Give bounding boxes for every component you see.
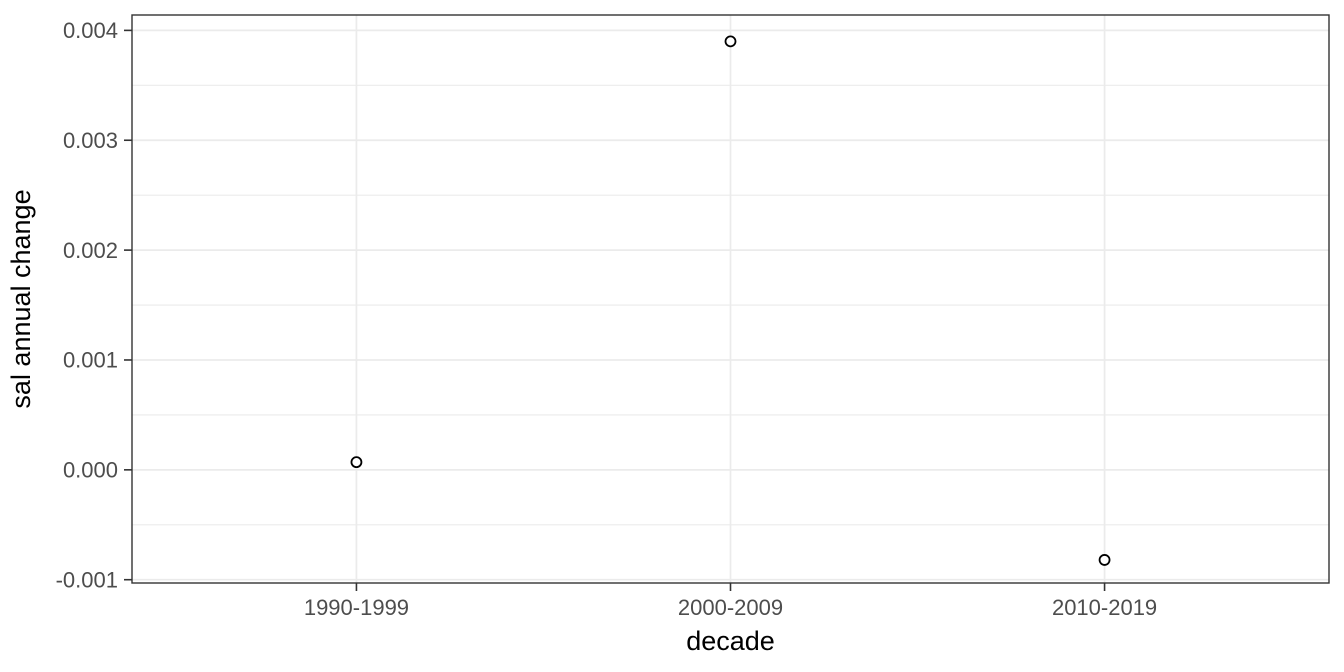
- y-axis-tick-label: 0.003: [63, 128, 118, 153]
- x-axis-title: decade: [686, 626, 775, 656]
- data-point: [724, 35, 737, 48]
- y-axis-tick-label: 0.000: [63, 458, 118, 483]
- x-axis-tick-label: 2000-2009: [678, 595, 783, 620]
- y-axis-tick-label: -0.001: [56, 567, 118, 592]
- gridlines: [132, 15, 1329, 583]
- data-point: [350, 456, 363, 469]
- y-axis-tick-labels: -0.001 0.000 0.001 0.002 0.003 0.004: [56, 18, 118, 592]
- y-axis-tick-label: 0.002: [63, 238, 118, 263]
- data-points: [350, 35, 1111, 566]
- x-axis-tick-label: 1990-1999: [304, 595, 409, 620]
- axis-tick-marks: [124, 29, 1106, 591]
- x-axis-tick-label: 2010-2019: [1052, 595, 1157, 620]
- y-axis-tick-label: 0.004: [63, 18, 118, 43]
- x-axis-tick-labels: 1990-1999 2000-2009 2010-2019: [304, 595, 1157, 620]
- y-axis-title: sal annual change: [6, 189, 36, 408]
- y-axis-tick-label: 0.001: [63, 348, 118, 373]
- data-point: [1098, 554, 1111, 566]
